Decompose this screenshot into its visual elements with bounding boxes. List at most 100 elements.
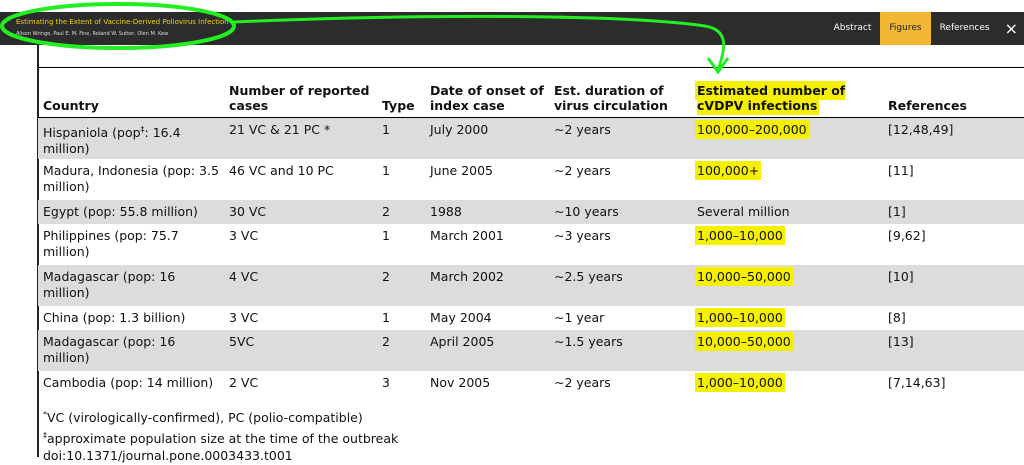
cell-text: 1,000–10,000	[697, 227, 783, 243]
cell-text: 2	[382, 333, 390, 349]
cell-text: ∼1 year	[554, 309, 605, 325]
cell-text: May 2004	[430, 309, 492, 325]
nav-figures[interactable]: Figures	[880, 12, 931, 45]
cell-text: 1988	[430, 203, 462, 219]
table-cell: ∼2 years	[549, 159, 692, 200]
cell-text: Nov 2005	[430, 374, 491, 390]
header-text: Date of onset of index case	[430, 83, 544, 113]
header-text: Country	[43, 98, 99, 113]
column-header: References	[883, 67, 1024, 118]
nav-references[interactable]: References	[939, 23, 990, 33]
article-title: Estimating the Extent of Vaccine-Derived…	[16, 18, 229, 26]
table-cell: 21 VC & 21 PC *	[224, 117, 377, 159]
table-cell: [8]	[883, 306, 1024, 330]
cell-text: 2 VC	[229, 374, 259, 390]
footnotes: *VC (virologically-confirmed), PC (polio…	[43, 406, 398, 465]
close-button[interactable]: ×	[1004, 19, 1018, 38]
cell-text: [8]	[888, 309, 906, 325]
cell-text: March 2001	[430, 227, 504, 243]
table-cell: [13]	[883, 329, 1024, 371]
table-cell: Madagascar (pop: 16 million)	[38, 329, 224, 371]
table-cell: 100,000–200,000	[692, 117, 883, 159]
table-cell: [7,14,63]	[883, 371, 1024, 396]
header-text: Number of reported cases	[229, 83, 370, 113]
table-row: Egypt (pop: 55.8 million) 30 VC 2 1988 ∼10 y…	[38, 199, 1024, 224]
cell-text: : 16.4 million)	[43, 125, 181, 157]
cell-text: ∼2.5 years	[554, 268, 623, 284]
table-row: Madagascar (pop: 16 million) 4 VC 2 March 2…	[38, 264, 1024, 306]
cell-text: Cambodia (pop: 14 million)	[43, 374, 214, 390]
table-row: Philippines (pop: 75.7 million) 3 VC 1 Marc…	[38, 224, 1024, 265]
cell-text: [13]	[888, 333, 914, 349]
cell-text: 1,000–10,000	[697, 309, 783, 325]
header-row: Country Number of reported cases Type Date …	[38, 67, 1024, 118]
cell-text: 3 VC	[229, 309, 259, 325]
cell-text: 2	[382, 203, 390, 219]
cell-text: ∼1.5 years	[554, 333, 623, 349]
table-cell: 3 VC	[224, 224, 377, 265]
cell-text: 1	[382, 162, 390, 178]
table-cell: 1	[377, 306, 425, 330]
column-header: Date of onset of index case	[425, 67, 549, 118]
cell-text: [9,62]	[888, 227, 926, 243]
table-cell: 3	[377, 371, 425, 396]
table-cell: ∼2.5 years	[549, 264, 692, 306]
cell-text: 1	[382, 122, 390, 137]
column-header: Estimated number of cVDPV infections	[692, 67, 883, 118]
cell-text: June 2005	[430, 162, 494, 178]
table-cell: [11]	[883, 159, 1024, 200]
cell-text: 21 VC & 21 PC *	[229, 122, 331, 137]
cell-text: 1,000–10,000	[697, 374, 783, 390]
cell-text: Madura, Indonesia (pop: 3.5 million)	[43, 162, 219, 194]
table-cell: 1,000–10,000	[692, 306, 883, 330]
cell-text: 1	[382, 227, 390, 243]
table-cell: March 2002	[425, 264, 549, 306]
footnote-mark: *	[43, 410, 47, 419]
table-cell: China (pop: 1.3 billion)	[38, 306, 224, 330]
footnote: *VC (virologically-confirmed), PC (polio…	[43, 406, 398, 427]
cell-text: 46 VC and 10 PC	[229, 162, 334, 178]
superscript: ‡	[140, 125, 145, 134]
header-text: Estimated number of cVDPV infections	[697, 83, 846, 113]
nav-abstract[interactable]: Abstract	[833, 23, 872, 33]
table-cell: Madura, Indonesia (pop: 3.5 million)	[38, 159, 224, 200]
cell-text: Madagascar (pop: 16 million)	[43, 268, 176, 300]
table-cell: [1]	[883, 199, 1024, 224]
cell-text: 10,000–50,000	[697, 333, 791, 349]
cell-text: March 2002	[430, 268, 504, 284]
cell-text: Several million	[697, 203, 790, 219]
cell-text: [12,48,49]	[888, 122, 954, 137]
table-cell: 2 VC	[224, 371, 377, 396]
cell-text: Egypt (pop: 55.8 million)	[43, 203, 198, 219]
table-row: Hispaniola (pop‡: 16.4 million) 21 VC & 2…	[38, 117, 1024, 159]
table-cell: 2	[377, 199, 425, 224]
table-body: Hispaniola (pop‡: 16.4 million) 21 VC & 2…	[38, 117, 1024, 396]
table-cell: Hispaniola (pop‡: 16.4 million)	[38, 117, 224, 159]
table-row: Madagascar (pop: 16 million) 5VC 2 April 20…	[38, 329, 1024, 371]
nav: Abstract Figures References ×	[825, 12, 1024, 45]
cell-text: 1	[382, 309, 390, 325]
table-row: Madura, Indonesia (pop: 3.5 million) 46 V…	[38, 159, 1024, 200]
table-row: Cambodia (pop: 14 million) 2 VC 3 Nov 2005 ∼…	[38, 371, 1024, 396]
top-bar: Estimating the Extent of Vaccine-Derived…	[0, 12, 1024, 45]
footnote: ‡approximate population size at the time…	[43, 427, 398, 448]
header-text: Type	[382, 98, 415, 113]
table-cell: 30 VC	[224, 199, 377, 224]
table-cell: 5VC	[224, 329, 377, 371]
column-header: Number of reported cases	[224, 67, 377, 118]
table-cell: ∼2 years	[549, 117, 692, 159]
table-cell: July 2000	[425, 117, 549, 159]
table-cell: 10,000–50,000	[692, 264, 883, 306]
doi: doi:10.1371/journal.pone.0003433.t001	[43, 448, 293, 464]
cell-text: April 2005	[430, 333, 495, 349]
table-cell: 46 VC and 10 PC	[224, 159, 377, 200]
table-cell: ∼3 years	[549, 224, 692, 265]
authors: Alison Wringe, Paul E. M. Fine, Roland W…	[16, 31, 169, 37]
table-cell: 4 VC	[224, 264, 377, 306]
cell-text: China (pop: 1.3 billion)	[43, 309, 186, 325]
table: Country Number of reported cases Type Date …	[38, 67, 1024, 396]
cell-text: 3 VC	[229, 227, 259, 243]
table-cell: 2	[377, 264, 425, 306]
cell-text: ∼2 years	[554, 122, 611, 137]
